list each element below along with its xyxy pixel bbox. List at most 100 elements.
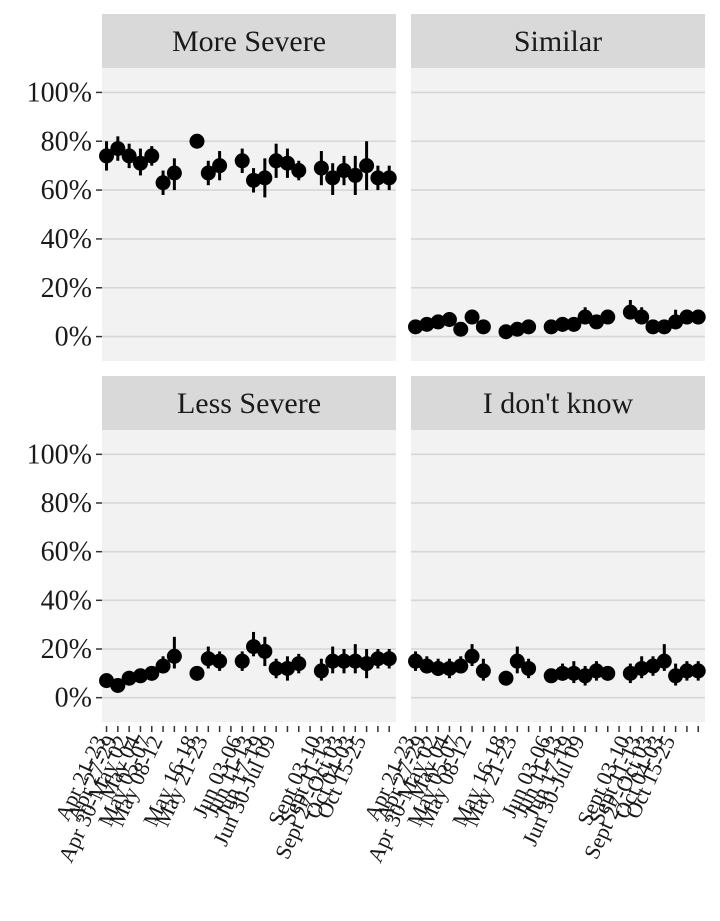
strip-background [411,14,705,68]
data-point [600,309,616,325]
y-tick-label: 60% [41,537,92,568]
data-point [453,658,469,674]
data-point [441,660,457,676]
data-point [555,665,571,681]
data-point [99,148,115,164]
data-point [679,309,695,325]
data-point [679,663,695,679]
data-point [359,656,375,672]
data-point [577,309,593,325]
data-point [200,651,216,667]
data-point [588,314,604,330]
data-point [430,314,446,330]
data-point [336,653,352,669]
data-point [566,665,582,681]
data-point [234,653,250,669]
data-point [212,653,228,669]
data-point [668,314,684,330]
data-point [634,660,650,676]
data-point [132,668,148,684]
data-point [555,316,571,332]
y-tick-label: 100% [27,77,92,108]
y-tick-label: 0% [55,322,92,353]
data-point [622,665,638,681]
data-point [475,319,491,335]
data-point [336,163,352,179]
data-point [132,155,148,171]
y-tick-label: 60% [41,175,92,206]
y-tick-label: 0% [55,683,92,714]
panel: Less Severe [99,376,397,722]
y-tick-label: 100% [27,439,92,470]
data-point [359,158,375,174]
data-point [325,653,341,669]
y-tick-label: 80% [41,488,92,519]
data-point [99,673,115,689]
data-point [325,170,341,186]
data-point [370,170,386,186]
data-point [110,678,126,693]
data-point [257,170,273,186]
data-point [645,658,661,674]
data-point [155,175,171,191]
data-point [189,665,205,681]
data-point [690,309,706,325]
strip-background [411,376,705,430]
data-point [634,309,650,325]
data-point [279,155,295,171]
data-point [566,316,582,332]
data-point [189,133,205,149]
data-point [370,651,386,667]
data-point [656,653,672,669]
data-point [144,148,160,164]
data-point [166,165,182,181]
data-point [279,660,295,676]
data-point [347,167,363,183]
data-point [313,160,329,176]
data-point [212,158,228,174]
data-point [464,309,480,325]
data-point [419,658,435,674]
panel-title: I don't know [483,387,634,420]
plot-background [411,68,705,361]
strip-background [102,376,396,430]
data-point [509,321,525,337]
y-tick-label: 20% [41,634,92,665]
data-point [453,321,469,337]
data-point [200,165,216,181]
data-point [690,663,706,679]
panel-title: Less Severe [177,387,321,420]
data-point [656,319,672,335]
data-point [246,639,262,655]
data-point [291,163,307,179]
data-point [543,319,559,335]
data-point [155,658,171,674]
data-point [441,311,457,327]
data-point [408,319,424,335]
plot-background [102,68,396,361]
data-point [408,653,424,669]
panel-title: More Severe [172,25,326,58]
data-point [291,656,307,672]
data-point [475,663,491,679]
data-point [509,653,525,669]
y-tick-label: 40% [41,585,92,616]
data-point [381,170,397,186]
data-point [622,304,638,320]
data-point [464,648,480,664]
panel: More Severe [99,14,397,361]
data-point [268,153,284,169]
data-point [543,668,559,684]
y-tick-label: 80% [41,126,92,157]
data-point [347,653,363,669]
panel-title: Similar [514,25,602,58]
data-point [600,665,616,681]
data-point [521,319,537,335]
panel: I don't know [408,376,706,722]
data-point [257,643,273,659]
data-point [521,660,537,676]
data-point [588,663,604,679]
data-point [498,324,514,340]
data-point [419,316,435,332]
data-point [166,648,182,664]
